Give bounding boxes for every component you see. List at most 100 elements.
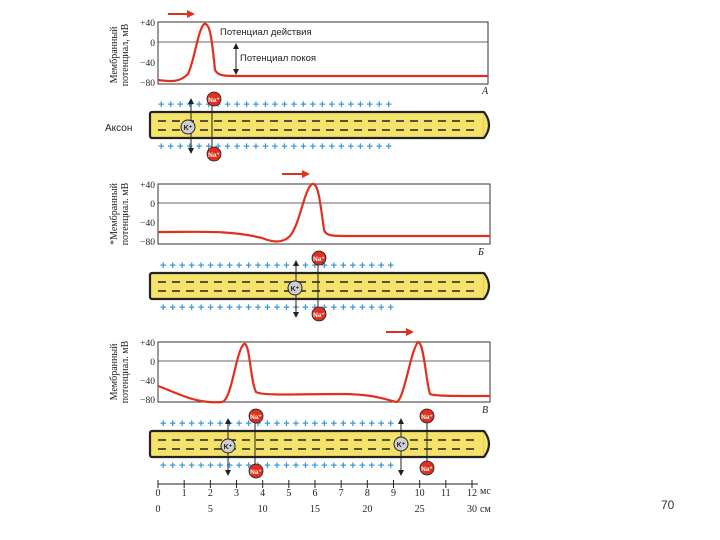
axon-c-body (148, 429, 487, 459)
axon-c-k-ion-1 (220, 438, 236, 454)
panel-c-direction-arrowhead (406, 328, 414, 336)
scale-ms-label: 11 (441, 488, 451, 499)
scale-ticks (157, 480, 473, 488)
panel-c-plot-frame (157, 341, 491, 403)
panel-b-direction-arrowhead (302, 170, 310, 178)
axon-c-na-ion-top-2-label: Na⁺ (421, 414, 433, 421)
axon-a-k-ion-label: K⁺ (184, 125, 193, 132)
panel-a-yticks: +40 0 −40 −80 (140, 19, 155, 89)
ytick-b-0: 0 (150, 200, 155, 210)
ytick-a-minus80: −80 (140, 79, 155, 89)
axon-a-k-arrowhead-bottom (188, 148, 194, 154)
scale-cm-label: 0 (156, 504, 161, 515)
ytick-c-minus40: −40 (140, 377, 155, 387)
axon-b-na-ion-top (311, 250, 327, 266)
axon-b-na-ion-bottom-label: Na⁺ (313, 312, 325, 319)
axon-c-k-ion-2-label: K⁺ (397, 442, 406, 449)
axon-a-plus-row-top: + + + + + + + + + + + + + + + + + + + + … (158, 99, 392, 111)
scale-ms-label: 10 (415, 488, 425, 499)
axon-c-k-arrowhead-bottom-2 (398, 470, 404, 476)
panel-b-trace (157, 182, 490, 243)
axon-label: Аксон (105, 123, 132, 134)
axon-a: + + + + + + + + + + + + + + + + + + + + … (148, 91, 491, 162)
axon-b-k-ion-label: K⁺ (291, 286, 300, 293)
scale-ms-label: 0 (156, 488, 161, 499)
axon-c-k-ion-2 (393, 436, 409, 452)
page-number: 70 (661, 498, 675, 512)
axon-c: + + + + + + + + + + + + + + + + + + + + … (148, 408, 491, 479)
scale-ms-label: 8 (365, 488, 370, 499)
axon-c-na-ion-bottom-1 (248, 463, 264, 479)
panel-c-trace (157, 340, 491, 404)
panel-c: Мембранный потенциал. мВ +40 0 −40 −80 В… (109, 328, 491, 479)
scale-cm-label: 15 (310, 504, 320, 515)
axon-b-end (483, 272, 491, 300)
scale-ms-label: 5 (286, 488, 291, 499)
scale-cm-label: 10 (258, 504, 268, 515)
axon-c-na-ion-top-1-label: Na⁺ (250, 414, 262, 421)
panel-a-direction-arrowhead (187, 10, 195, 18)
scale-cm-label: 20 (362, 504, 372, 515)
ytick-a-plus40: +40 (140, 19, 155, 29)
panel-a-label: А (481, 86, 489, 97)
axon-a-na-ion-top-label: Na⁺ (208, 97, 220, 104)
resting-potential-label: Потенциал покоя (240, 53, 316, 64)
plus-sign: + + + + + + + + + + + + + + + + + + + + … (160, 418, 394, 430)
scale-ms-label: 7 (339, 488, 344, 499)
axon-c-k-ion-1-label: K⁺ (224, 444, 233, 451)
scale-ms-label: 6 (313, 488, 318, 499)
panel-a-plot-frame (157, 21, 489, 85)
axon-c-na-ion-bottom-1-label: Na⁺ (250, 469, 262, 476)
ytick-a-minus40: −40 (140, 59, 155, 69)
scale-cm-unit: см (480, 504, 491, 515)
scale-ms-label: 12 (467, 488, 477, 499)
plus-sign: + + + + + + + + + + + + + + + + + + + + … (160, 260, 394, 272)
axon-a-end (483, 111, 491, 139)
axon-a-k-ion (180, 119, 196, 135)
panel-c-label: В (482, 405, 488, 416)
axon-c-k-arrowhead-top-1 (225, 418, 231, 424)
axon-a-body (148, 110, 487, 140)
ytick-a-0: 0 (150, 39, 155, 49)
ytick-b-plus40: +40 (140, 181, 155, 191)
scale-ms-label: 3 (234, 488, 239, 499)
scale-ms-label: 2 (208, 488, 213, 499)
plus-sign: + + + + + + + + + + + + + + + + + + + + … (160, 460, 394, 472)
panel-b-yticks: +40 0 −40 −80 (140, 181, 155, 248)
scale-ms-unit: мс (480, 486, 491, 497)
panel-b-ylabel-line2: потенциал. мВ (120, 182, 131, 245)
ytick-c-0: 0 (150, 358, 155, 368)
axon-b-k-arrowhead-bottom (293, 312, 299, 318)
panel-a-ylabel-line2: потенциал, мВ (120, 23, 131, 86)
scale-bar: 0 1 2 3 4 5 6 7 8 9 10 11 12 0 5 10 15 20 25 30 мс см (156, 480, 491, 515)
plus-sign: + + + + + + + + + + + + + + + + + + + + … (158, 99, 392, 111)
scale-ms-label: 4 (260, 488, 265, 499)
resting-arrowhead-bottom (233, 69, 239, 75)
axon-a-na-ion-top (206, 91, 222, 107)
panel-b: *Мембранный потенциал. мВ +40 0 −40 −80 … (109, 170, 491, 322)
panel-c-ylabel-line1: Мембранный (109, 343, 120, 400)
panel-b-ylabel-line1: *Мембранный (109, 182, 120, 244)
action-potential-label: Потенциал действия (220, 27, 312, 38)
axon-c-na-ion-bottom-2-label: Na⁺ (421, 466, 433, 473)
panel-a-ylabel-line1: Мембранный (109, 26, 120, 83)
scale-cm-labels: 0 5 10 15 20 25 30 (156, 504, 478, 515)
axon-b-na-ion-top-label: Na⁺ (313, 256, 325, 263)
axon-c-k-arrowhead-top-2 (398, 418, 404, 424)
panel-c-ylabel-line2: потенциал. мВ (120, 340, 131, 403)
ytick-c-plus40: +40 (140, 339, 155, 349)
ytick-b-minus40: −40 (140, 219, 155, 229)
axon-b-k-ion (287, 280, 303, 296)
axon-a-na-ion-bottom-label: Na⁺ (208, 152, 220, 159)
scale-ms-label: 1 (182, 488, 187, 499)
panel-b-label: Б (477, 247, 484, 258)
scale-cm-label: 5 (208, 504, 213, 515)
panel-c-yticks: +40 0 −40 −80 (140, 339, 155, 406)
axon-c-na-ion-bottom-2 (419, 460, 435, 476)
axon-a-k-arrowhead-top (188, 98, 194, 104)
plus-sign: + + + + + + + + + + + + + + + + + + + + … (158, 141, 392, 153)
panel-a-trace (157, 22, 488, 83)
axon-c-end (483, 430, 491, 458)
scale-ms-labels: 0 1 2 3 4 5 6 7 8 9 10 11 12 (156, 488, 478, 499)
